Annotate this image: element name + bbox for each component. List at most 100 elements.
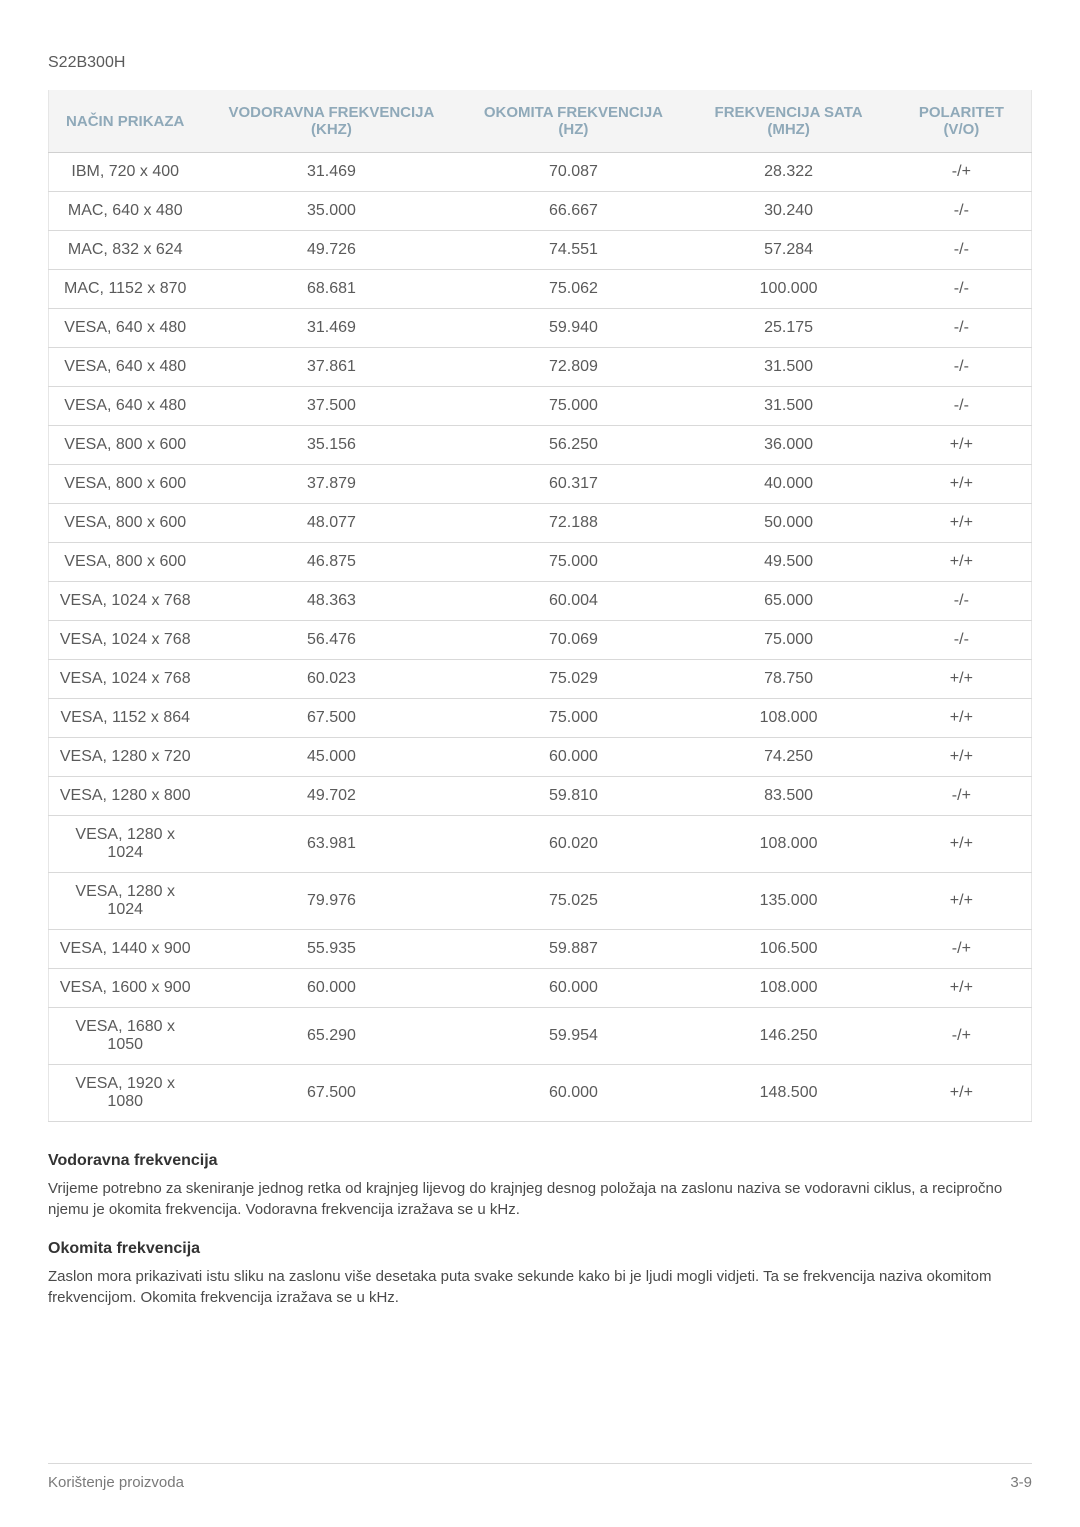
table-row: VESA, 800 x 60046.87575.00049.500+/+ — [49, 543, 1032, 582]
table-row: VESA, 1280 x 102479.97675.025135.000+/+ — [49, 873, 1032, 930]
table-cell: VESA, 1280 x 720 — [49, 738, 202, 777]
table-cell: 59.887 — [461, 930, 685, 969]
table-cell: 31.469 — [201, 309, 461, 348]
table-cell: +/+ — [892, 816, 1032, 873]
table-cell: 55.935 — [201, 930, 461, 969]
table-row: VESA, 800 x 60037.87960.31740.000+/+ — [49, 465, 1032, 504]
table-cell: 67.500 — [201, 699, 461, 738]
table-cell: 48.077 — [201, 504, 461, 543]
table-cell: MAC, 640 x 480 — [49, 192, 202, 231]
table-cell: -/+ — [892, 1008, 1032, 1065]
table-cell: 75.000 — [461, 543, 685, 582]
timing-table: NAČIN PRIKAZA VODORAVNA FREKVENCIJA (KHZ… — [48, 90, 1032, 1122]
table-cell: 79.976 — [201, 873, 461, 930]
table-cell: 60.000 — [201, 969, 461, 1008]
heading-vodoravna: Vodoravna frekvencija — [48, 1152, 1032, 1170]
table-cell: VESA, 800 x 600 — [49, 504, 202, 543]
table-cell: 75.025 — [461, 873, 685, 930]
table-cell: 60.317 — [461, 465, 685, 504]
table-cell: 28.322 — [685, 153, 891, 192]
table-cell: +/+ — [892, 969, 1032, 1008]
table-cell: +/+ — [892, 504, 1032, 543]
table-cell: 37.861 — [201, 348, 461, 387]
table-cell: 50.000 — [685, 504, 891, 543]
table-cell: 49.702 — [201, 777, 461, 816]
table-cell: VESA, 1152 x 864 — [49, 699, 202, 738]
table-cell: 56.476 — [201, 621, 461, 660]
table-cell: 100.000 — [685, 270, 891, 309]
table-cell: VESA, 800 x 600 — [49, 465, 202, 504]
table-cell: -/- — [892, 192, 1032, 231]
heading-okomita: Okomita frekvencija — [48, 1240, 1032, 1258]
table-cell: 146.250 — [685, 1008, 891, 1065]
table-cell: 106.500 — [685, 930, 891, 969]
table-row: VESA, 640 x 48037.86172.80931.500-/- — [49, 348, 1032, 387]
table-cell: -/- — [892, 348, 1032, 387]
table-cell: -/- — [892, 309, 1032, 348]
table-cell: +/+ — [892, 543, 1032, 582]
table-cell: 57.284 — [685, 231, 891, 270]
table-cell: 108.000 — [685, 816, 891, 873]
table-cell: 148.500 — [685, 1065, 891, 1122]
table-cell: 40.000 — [685, 465, 891, 504]
table-cell: 78.750 — [685, 660, 891, 699]
table-cell: 49.500 — [685, 543, 891, 582]
col-okomita: OKOMITA FREKVENCIJA (HZ) — [461, 90, 685, 153]
table-cell: VESA, 800 x 600 — [49, 543, 202, 582]
table-cell: VESA, 640 x 480 — [49, 309, 202, 348]
col-polaritet: POLARITET (V/O) — [892, 90, 1032, 153]
table-cell: -/- — [892, 582, 1032, 621]
table-cell: 60.000 — [461, 969, 685, 1008]
table-cell: 60.000 — [461, 738, 685, 777]
table-row: VESA, 640 x 48037.50075.00031.500-/- — [49, 387, 1032, 426]
table-row: IBM, 720 x 40031.46970.08728.322-/+ — [49, 153, 1032, 192]
table-cell: MAC, 1152 x 870 — [49, 270, 202, 309]
table-cell: 35.000 — [201, 192, 461, 231]
table-cell: 49.726 — [201, 231, 461, 270]
table-cell: VESA, 1024 x 768 — [49, 660, 202, 699]
table-cell: +/+ — [892, 426, 1032, 465]
table-cell: 75.062 — [461, 270, 685, 309]
table-cell: 56.250 — [461, 426, 685, 465]
table-row: VESA, 1280 x 80049.70259.81083.500-/+ — [49, 777, 1032, 816]
table-cell: 68.681 — [201, 270, 461, 309]
table-cell: -/- — [892, 231, 1032, 270]
table-row: MAC, 640 x 48035.00066.66730.240-/- — [49, 192, 1032, 231]
table-cell: VESA, 1440 x 900 — [49, 930, 202, 969]
col-nacin: NAČIN PRIKAZA — [49, 90, 202, 153]
table-cell: VESA, 1024 x 768 — [49, 621, 202, 660]
table-cell: VESA, 1280 x 1024 — [49, 816, 202, 873]
table-cell: MAC, 832 x 624 — [49, 231, 202, 270]
table-cell: 31.469 — [201, 153, 461, 192]
table-cell: 108.000 — [685, 969, 891, 1008]
model-number: S22B300H — [48, 54, 1032, 72]
table-row: VESA, 1024 x 76860.02375.02978.750+/+ — [49, 660, 1032, 699]
table-cell: 31.500 — [685, 348, 891, 387]
table-cell: +/+ — [892, 699, 1032, 738]
table-row: VESA, 640 x 48031.46959.94025.175-/- — [49, 309, 1032, 348]
table-cell: 75.000 — [461, 387, 685, 426]
table-cell: 60.000 — [461, 1065, 685, 1122]
table-cell: 67.500 — [201, 1065, 461, 1122]
table-cell: 60.023 — [201, 660, 461, 699]
table-row: VESA, 1152 x 86467.50075.000108.000+/+ — [49, 699, 1032, 738]
table-cell: -/+ — [892, 930, 1032, 969]
table-cell: 59.954 — [461, 1008, 685, 1065]
table-cell: 46.875 — [201, 543, 461, 582]
page-footer: Korištenje proizvoda 3-9 — [48, 1463, 1032, 1491]
table-cell: 59.940 — [461, 309, 685, 348]
table-cell: VESA, 1280 x 1024 — [49, 873, 202, 930]
table-cell: +/+ — [892, 1065, 1032, 1122]
col-vodoravna: VODORAVNA FREKVENCIJA (KHZ) — [201, 90, 461, 153]
table-row: VESA, 1280 x 102463.98160.020108.000+/+ — [49, 816, 1032, 873]
table-cell: 35.156 — [201, 426, 461, 465]
footer-right: 3-9 — [1010, 1474, 1032, 1491]
table-row: VESA, 1024 x 76856.47670.06975.000-/- — [49, 621, 1032, 660]
paragraph-okomita: Zaslon mora prikazivati istu sliku na za… — [48, 1266, 1032, 1308]
table-cell: 59.810 — [461, 777, 685, 816]
table-cell: 63.981 — [201, 816, 461, 873]
table-cell: 75.029 — [461, 660, 685, 699]
table-cell: -/- — [892, 621, 1032, 660]
table-cell: 135.000 — [685, 873, 891, 930]
table-cell: -/+ — [892, 153, 1032, 192]
